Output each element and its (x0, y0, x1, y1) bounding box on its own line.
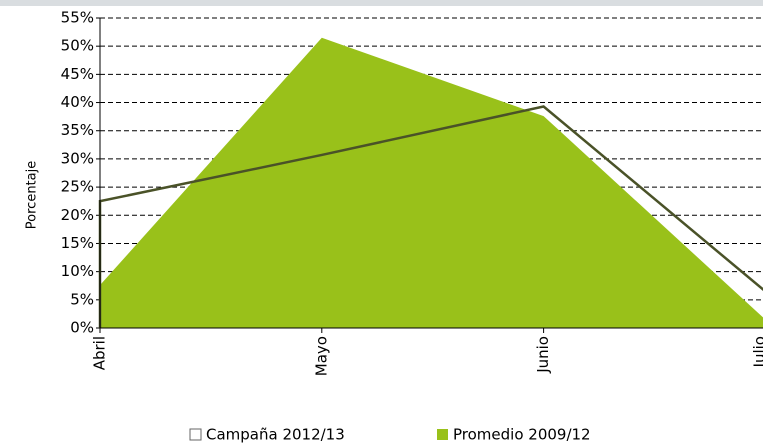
y-tick-label: 25% (61, 178, 94, 196)
y-tick-label: 45% (61, 65, 94, 83)
x-tick-label: Abril (91, 336, 109, 370)
y-tick-label: 10% (61, 262, 94, 280)
y-tick-label: 5% (70, 290, 94, 308)
x-tick-label: Julio (751, 336, 763, 368)
top-bar (0, 0, 763, 6)
y-axis-label: Porcentaje (25, 161, 40, 229)
y-tick-label: 20% (61, 206, 94, 224)
legend-label: Promedio 2009/12 (453, 426, 591, 443)
y-tick-label: 40% (61, 93, 94, 111)
y-tick-label: 55% (61, 9, 94, 27)
y-tick-label: 30% (61, 149, 94, 167)
x-tick-label: Junio (534, 336, 552, 374)
legend-label: Campaña 2012/13 (206, 426, 345, 443)
legend-swatch (437, 429, 448, 440)
legend-swatch (189, 428, 202, 441)
y-tick-label: 35% (61, 121, 94, 139)
x-tick-label: Mayo (312, 336, 330, 376)
y-tick-label: 50% (61, 37, 94, 55)
y-tick-label: 0% (70, 319, 94, 337)
y-tick-label: 15% (61, 234, 94, 252)
area (100, 37, 763, 328)
